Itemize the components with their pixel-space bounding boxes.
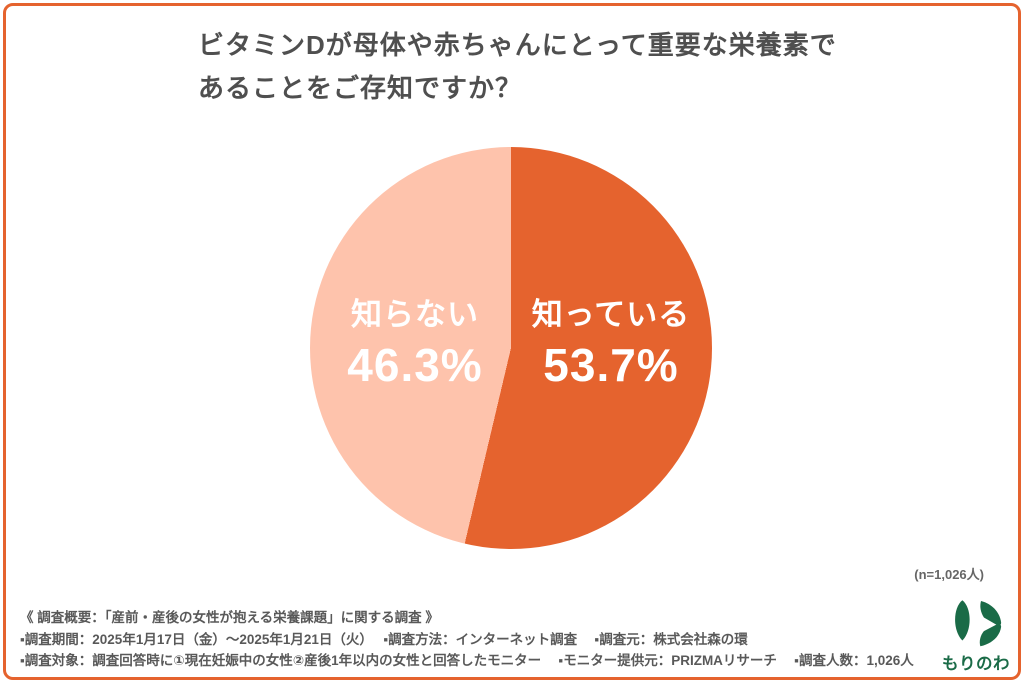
- pie-slice-label-know: 知っている 53.7%: [508, 295, 714, 391]
- pie-chart: 知らない 46.3% 知っている 53.7%: [310, 147, 712, 549]
- chart-title: ビタミンDが母体や赤ちゃんにとって重要な栄養素で あることをご存知ですか？: [198, 24, 837, 110]
- chart-title-line2: あることをご存知ですか？: [198, 73, 523, 103]
- pie-slice-know-text: 知っている: [531, 297, 691, 332]
- chart-title-line1: ビタミンDが母体や赤ちゃんにとって重要な栄養素で: [198, 30, 837, 60]
- pie-slice-dont-know-value: 46.3%: [347, 339, 483, 391]
- logo-text: もりのわ: [942, 655, 1010, 673]
- survey-overview: 《 調査概要：「産前・産後の女性が抱える栄養課題」に関する調査 》 ▪調査期間：…: [20, 607, 914, 672]
- morinowa-logo: もりのわ: [942, 599, 1010, 674]
- leaf-logo-icon: [955, 600, 1002, 647]
- sample-size-note: (n=1,026人): [914, 567, 984, 582]
- survey-heading: 《 調査概要：「産前・産後の女性が抱える栄養課題」に関する調査 》: [20, 610, 439, 625]
- pie-slice-label-dont-know: 知らない 46.3%: [312, 295, 518, 391]
- pie-slice-dont-know-text: 知らない: [351, 297, 479, 332]
- survey-line-target: ▪調査対象：調査回答時に①現在妊娠中の女性②産後1年以内の女性と回答したモニター…: [20, 653, 914, 668]
- survey-line-period: ▪調査期間：2025年1月17日（金）～2025年1月21日（火） ▪調査方法：…: [20, 631, 748, 647]
- pie-slice-know-value: 53.7%: [543, 339, 679, 391]
